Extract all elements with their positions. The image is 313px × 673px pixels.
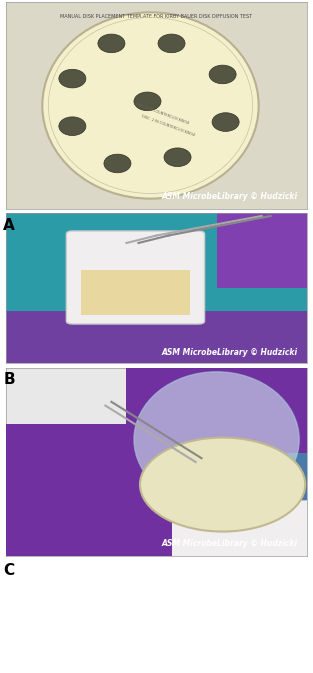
FancyBboxPatch shape [6,425,172,556]
FancyBboxPatch shape [66,231,205,324]
Text: A: A [3,218,15,233]
Text: ASM MicrobeLibrary © Hudzicki: ASM MicrobeLibrary © Hudzicki [162,540,298,548]
Circle shape [104,154,131,173]
Circle shape [212,113,239,131]
Circle shape [158,34,185,52]
FancyBboxPatch shape [217,205,313,288]
Text: DISC  1 IN COUNTERCLOCKWISE: DISC 1 IN COUNTERCLOCKWISE [135,102,190,125]
Ellipse shape [140,437,305,532]
Text: DISC  2 IN COUNTERCLOCKWISE: DISC 2 IN COUNTERCLOCKWISE [141,114,196,138]
Text: B: B [3,371,15,387]
Text: ASM MicrobeLibrary © Hudzicki: ASM MicrobeLibrary © Hudzicki [162,192,298,201]
FancyBboxPatch shape [126,359,307,453]
Circle shape [134,92,161,110]
Circle shape [59,117,86,135]
Text: C: C [3,563,14,578]
Circle shape [164,148,191,166]
Circle shape [59,69,86,88]
Circle shape [98,34,125,52]
Text: MANUAL DISK PLACEMENT TEMPLATE FOR KIRBY BAUER DISK DIFFUSION TEST: MANUAL DISK PLACEMENT TEMPLATE FOR KIRBY… [60,14,253,20]
FancyBboxPatch shape [96,499,313,556]
Circle shape [209,65,236,83]
Ellipse shape [134,371,299,507]
Text: ASM MicrobeLibrary © Hudzicki: ASM MicrobeLibrary © Hudzicki [162,348,298,357]
FancyBboxPatch shape [6,359,141,453]
Ellipse shape [42,12,259,199]
FancyBboxPatch shape [81,270,190,315]
FancyBboxPatch shape [6,310,307,363]
